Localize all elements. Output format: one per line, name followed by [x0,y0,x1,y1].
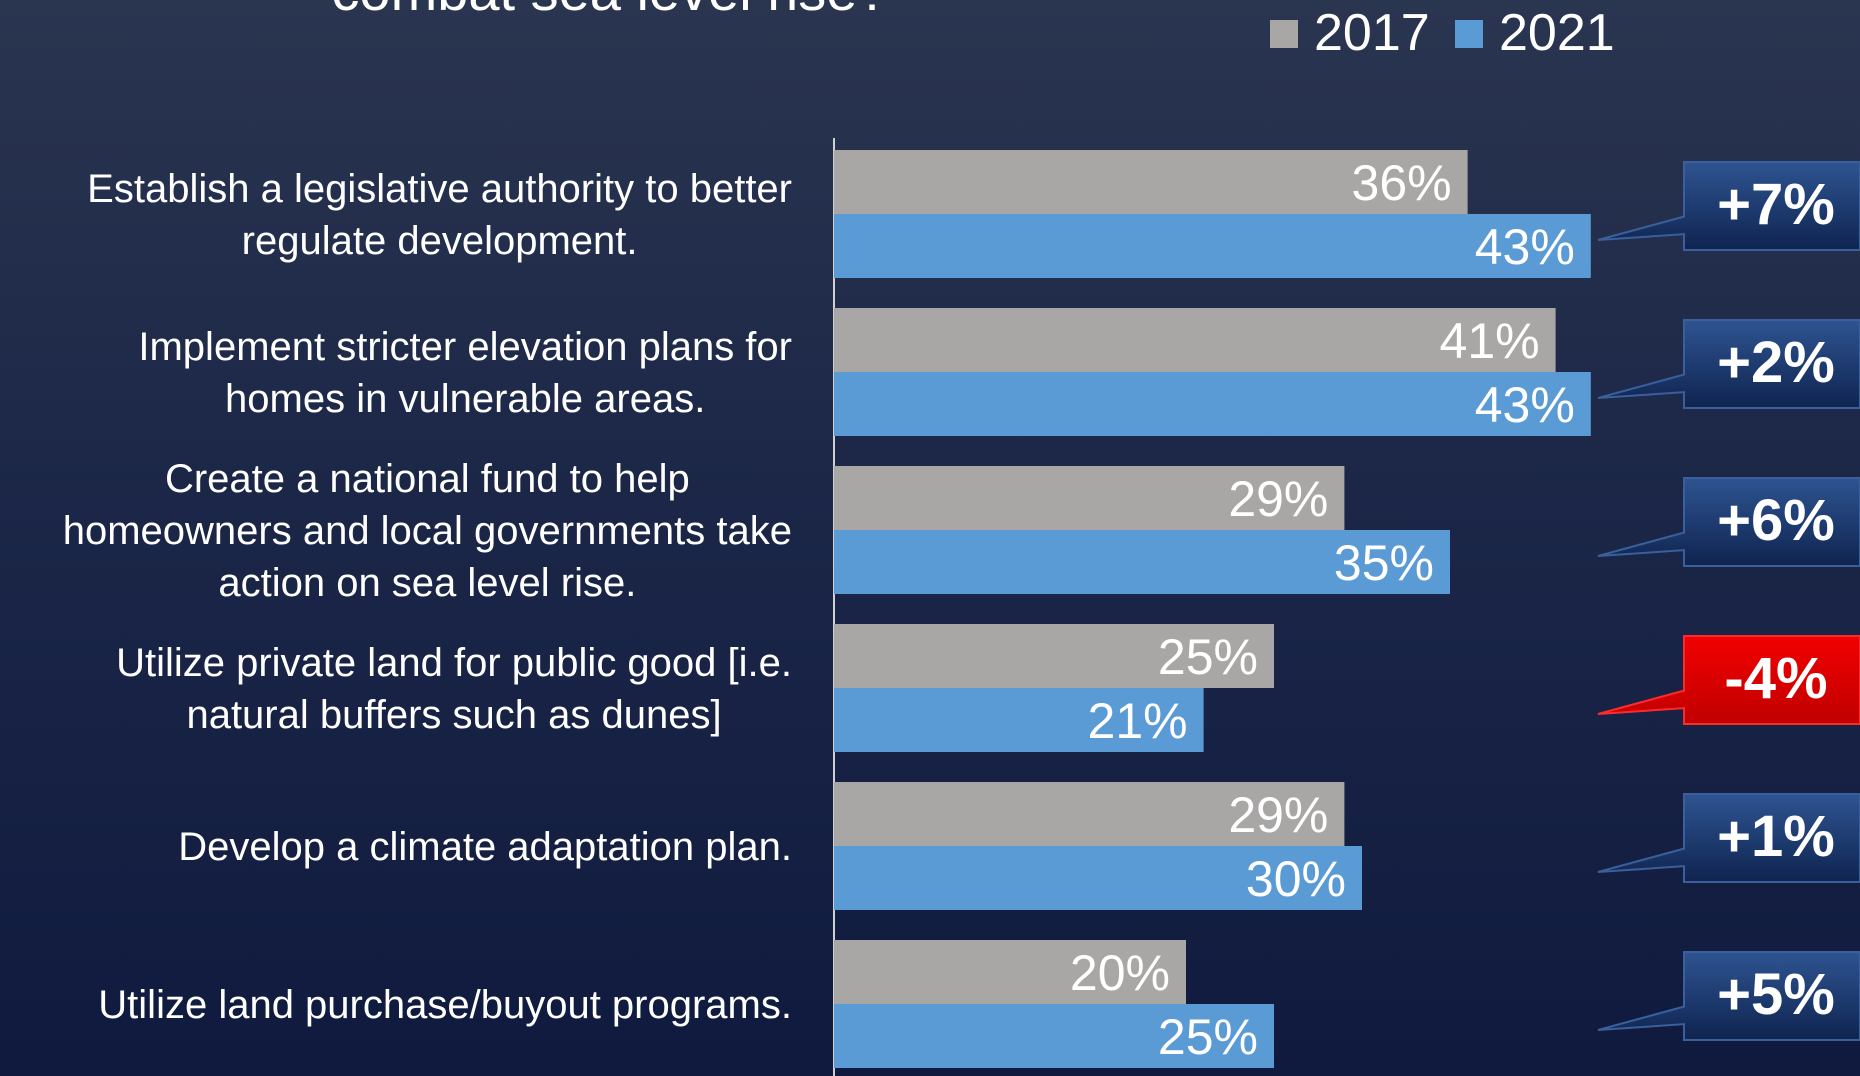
legend: 2017 2021 [1270,4,1615,62]
legend-swatch-2021 [1455,20,1483,48]
bar-value-label-2017: 29% [1228,787,1328,843]
legend-swatch-2017 [1270,20,1298,48]
category-label: natural buffers such as dunes] [186,693,721,737]
bar-value-label-2021: 30% [1246,851,1346,907]
category-label: Utilize land purchase/buyout programs. [98,983,792,1027]
bar-2021 [834,530,1450,594]
change-callout-positive [1597,793,1860,883]
bar-value-label-2021: 25% [1158,1009,1258,1065]
bar-2021 [834,688,1204,752]
category-label: action on sea level rise. [218,561,636,605]
bar-2021 [834,846,1362,910]
bar-2017 [834,782,1345,846]
change-callout-positive [1597,319,1860,409]
category-label: Create a national fund to help [165,457,690,501]
bar-2017 [834,150,1468,214]
category-label: Implement stricter elevation plans for [138,325,792,369]
change-label: -4% [1724,646,1827,711]
bar-value-label-2021: 43% [1475,377,1575,433]
category-label: homeowners and local governments take [63,509,792,553]
bar-value-label-2017: 25% [1158,629,1258,685]
change-label: +2% [1717,330,1835,395]
bar-2017 [834,308,1556,372]
category-label: Establish a legislative authority to bet… [87,167,792,211]
category-label: Utilize private land for public good [i.… [116,641,792,685]
legend-label-2021: 2021 [1499,4,1615,62]
bar-value-label-2017: 36% [1352,155,1452,211]
change-label: +1% [1717,804,1835,869]
bar-2017 [834,624,1274,688]
bar-2021 [834,372,1591,436]
change-label: +6% [1717,488,1835,553]
bar-value-label-2021: 35% [1334,535,1434,591]
category-label: homes in vulnerable areas. [225,377,705,421]
bar-2017 [834,466,1345,530]
change-callouts: +7% +2% +6% -4% +1% +5% [1597,161,1860,1041]
legend-label-2017: 2017 [1314,4,1430,62]
bar-value-label-2017: 29% [1228,471,1328,527]
category-label: regulate development. [242,219,638,263]
category-label: Develop a climate adaptation plan. [178,825,792,869]
bar-value-label-2021: 43% [1475,219,1575,275]
bars: 36%43%41%43%29%35%25%21%29%30%20%25% [834,150,1591,1068]
bar-value-label-2017: 20% [1070,945,1170,1001]
bar-value-label-2017: 41% [1440,313,1540,369]
chart-title: combat sea level rise? [331,0,888,22]
change-label: +5% [1717,962,1835,1027]
category-labels: Establish a legislative authority to bet… [63,167,792,1027]
bar-2021 [834,1004,1274,1068]
change-callout-positive [1597,161,1860,251]
change-callout-positive [1597,477,1860,567]
change-label: +7% [1717,172,1835,237]
bar-2021 [834,214,1591,278]
change-callout-negative [1597,635,1860,725]
bar-value-label-2021: 21% [1088,693,1188,749]
bar-2017 [834,940,1186,1004]
change-callout-positive [1597,951,1860,1041]
